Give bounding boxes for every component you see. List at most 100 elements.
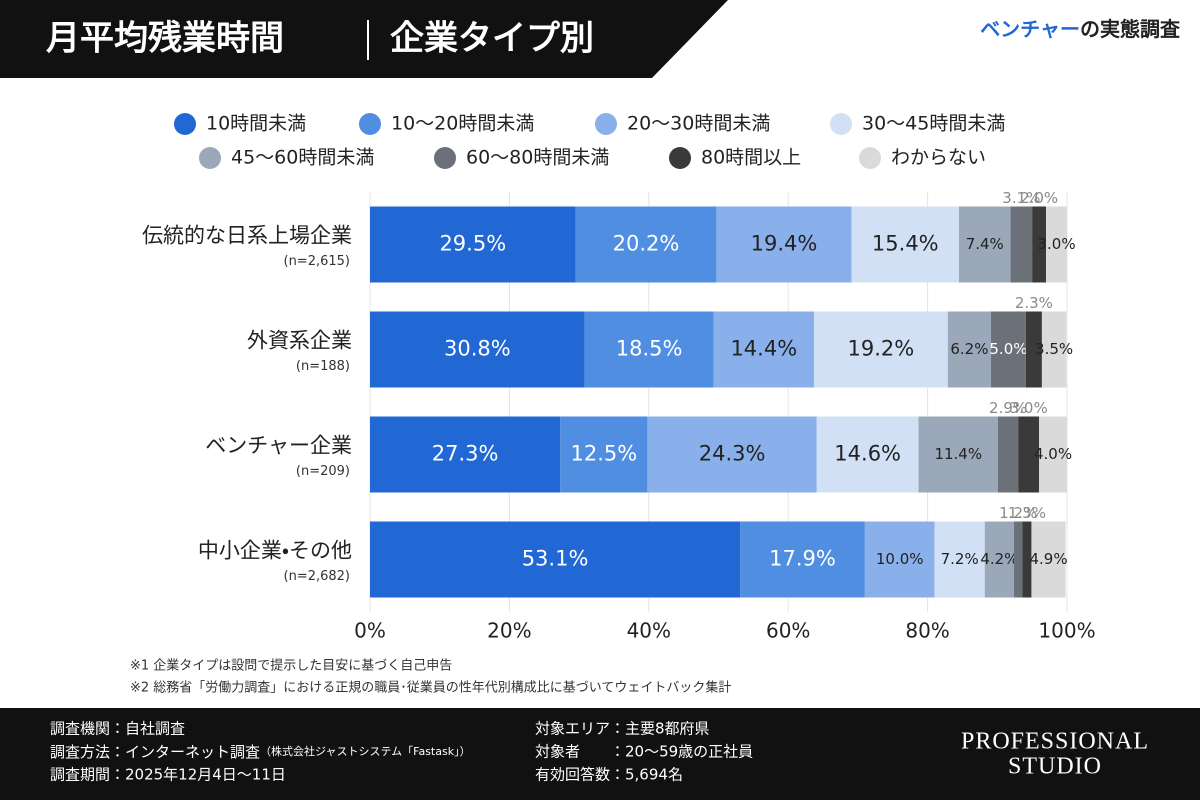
value-label: 4.9% — [1029, 550, 1067, 568]
bar-segment — [1046, 206, 1067, 283]
bar-segment — [370, 416, 561, 493]
value-label: 2.9% — [989, 399, 1027, 417]
value-label: 15.4% — [872, 232, 939, 256]
tag-rest: の実態調査 — [1080, 17, 1180, 41]
bar-segment — [1010, 206, 1033, 283]
value-label: 19.2% — [848, 337, 915, 361]
legend-label: 60〜80時間未満 — [466, 147, 609, 169]
legend-label: 80時間以上 — [701, 147, 801, 169]
logo: PROFESSIONAL — [961, 729, 1149, 755]
title-band — [0, 0, 728, 78]
value-label: 4.2% — [980, 550, 1018, 568]
value-label: 7.2% — [941, 550, 979, 568]
legend-swatch — [434, 147, 456, 169]
bar-segment — [934, 521, 985, 598]
value-label: 17.9% — [769, 547, 836, 571]
logo: STUDIO — [1008, 754, 1102, 780]
bar-segment — [560, 416, 648, 493]
bar-segment — [851, 206, 959, 283]
footer-item: 調査方法：インターネット調査 — [50, 743, 260, 761]
x-tick-label: 100% — [1038, 619, 1095, 643]
bar-segment — [813, 311, 948, 388]
title: 月平均残業時間 — [46, 19, 284, 59]
value-label: 27.3% — [432, 442, 499, 466]
tag-highlight: ベンチャー — [980, 17, 1080, 41]
x-tick-label: 40% — [627, 619, 671, 643]
category-label: 伝統的な日系上場企業 — [142, 224, 352, 248]
bar-segment — [984, 521, 1015, 598]
footer-item: 対象エリア：主要8都府県 — [535, 720, 710, 738]
category-label: 中小企業・その他 — [198, 539, 352, 563]
x-tick-label: 60% — [766, 619, 810, 643]
legend-label: 20〜30時間未満 — [627, 113, 770, 135]
legend-swatch — [595, 113, 617, 135]
legend-swatch — [669, 147, 691, 169]
tag: ベンチャーの実態調査 — [980, 17, 1180, 41]
bar-segment — [713, 311, 814, 388]
bar-segment — [1014, 521, 1023, 598]
x-tick-label: 20% — [487, 619, 531, 643]
legend-label: 10〜20時間未満 — [391, 113, 534, 135]
value-label: 14.4% — [730, 337, 797, 361]
value-label: 5.0% — [989, 340, 1027, 358]
value-label: 53.1% — [522, 547, 589, 571]
legend-swatch — [174, 113, 196, 135]
value-label: 29.5% — [439, 232, 506, 256]
subtitle: 企業タイプ別 — [390, 19, 594, 59]
value-label: 30.8% — [444, 337, 511, 361]
value-label: 2.0% — [1020, 189, 1058, 207]
footnote: ※2 総務省「労働力調査」における正規の職員･従業員の性年代別構成比に基づいてウ… — [130, 680, 731, 696]
bar-segment — [997, 416, 1019, 493]
sample-size: (n=2,615) — [284, 254, 351, 269]
value-label: 19.4% — [751, 232, 818, 256]
bar-segment — [1022, 521, 1032, 598]
value-label: 3.0% — [1037, 235, 1075, 253]
value-label: 10.0% — [876, 550, 924, 568]
value-label: 4.0% — [1034, 445, 1072, 463]
category-label: 外資系企業 — [247, 329, 352, 353]
sample-size: (n=188) — [296, 359, 350, 374]
value-label: 24.3% — [699, 442, 766, 466]
value-label: 18.5% — [616, 337, 683, 361]
x-tick-label: 80% — [905, 619, 949, 643]
bar-segment — [716, 206, 852, 283]
footer-item: 調査期間：2025年12月4日〜11日 — [50, 766, 286, 784]
footer-item: 有効回答数：5,694名 — [535, 766, 683, 784]
value-label: 1.2% — [999, 504, 1037, 522]
bar-segment — [370, 311, 585, 388]
legend-swatch — [359, 113, 381, 135]
footer-item: 調査機関：自社調査 — [50, 720, 185, 738]
x-tick-label: 0% — [354, 619, 386, 643]
bar-segment — [1032, 206, 1047, 283]
bar-segment — [370, 206, 576, 283]
value-label: 14.6% — [834, 442, 901, 466]
legend-swatch — [199, 147, 221, 169]
bar-segment — [1041, 311, 1067, 388]
legend-swatch — [859, 147, 881, 169]
bar-segment — [991, 311, 1026, 388]
bar-segment — [370, 521, 741, 598]
value-label: 1.3% — [1008, 504, 1046, 522]
value-label: 6.2% — [950, 340, 988, 358]
value-label: 3.1% — [1002, 189, 1040, 207]
footer-item: 対象者 ：20〜59歳の正社員 — [535, 743, 753, 761]
value-label: 20.2% — [613, 232, 680, 256]
footer-item: 調査方法：インターネット調査（株式会社ジャストシステム「Fastask」） — [50, 743, 471, 761]
bar-segment — [1039, 416, 1067, 493]
bar-segment — [918, 416, 998, 493]
value-label: 12.5% — [570, 442, 637, 466]
value-label: 2.3% — [1015, 294, 1053, 312]
footer-band — [0, 708, 1200, 800]
value-label: 3.0% — [1010, 399, 1048, 417]
bar-segment — [947, 311, 992, 388]
bar-segment — [958, 206, 1011, 283]
category-label: ベンチャー企業 — [205, 434, 352, 458]
legend-label: 45〜60時間未満 — [231, 147, 374, 169]
value-label: 3.5% — [1035, 340, 1073, 358]
bar-segment — [647, 416, 817, 493]
legend-swatch — [830, 113, 852, 135]
bar-segment — [1025, 311, 1042, 388]
bar-segment — [740, 521, 865, 598]
bar-segment — [1018, 416, 1040, 493]
